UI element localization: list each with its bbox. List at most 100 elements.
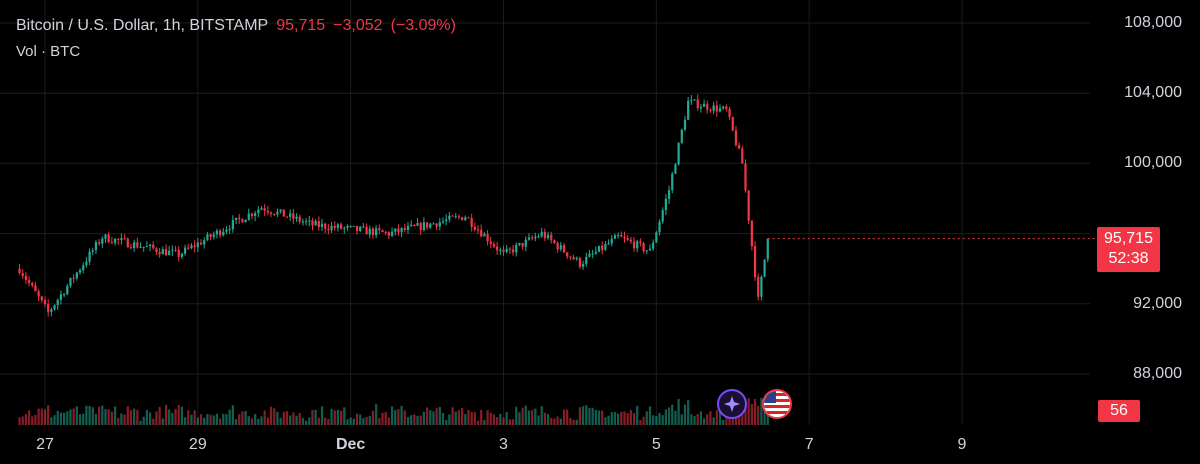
candle-body [85, 261, 88, 266]
sparkle-icon[interactable] [717, 389, 747, 419]
candle-body [581, 263, 585, 267]
candle-body [24, 276, 28, 280]
volume-bar [352, 418, 355, 425]
candle-body [66, 285, 69, 295]
time-tick-label: 29 [188, 436, 207, 453]
candle-body [139, 246, 142, 248]
volume-bar [136, 409, 139, 425]
volume-bar [343, 407, 346, 425]
candle-body [617, 235, 620, 237]
us-flag-icon[interactable] [762, 389, 792, 419]
volume-bar [502, 417, 505, 425]
candle-body [387, 232, 390, 236]
volume-legend[interactable]: Vol · BTC [16, 43, 81, 60]
volume-bar [193, 410, 196, 425]
candle-body [760, 276, 763, 297]
volume-bar [378, 417, 381, 425]
volume-bar [690, 414, 693, 425]
volume-bar [263, 410, 266, 425]
candle-body [553, 240, 556, 243]
volume-bar [575, 419, 578, 425]
volume-bar [62, 412, 66, 425]
volume-bar [521, 407, 524, 425]
volume-bar [238, 414, 241, 425]
candle-body [266, 210, 269, 213]
volume-bar [712, 417, 715, 425]
volume-bar [652, 415, 655, 425]
candle-body [445, 219, 448, 222]
candle-body [129, 247, 133, 249]
candle-body [384, 232, 387, 234]
volume-bar [693, 416, 696, 425]
candle-body [254, 213, 257, 216]
price-tick-label: 104,000 [1124, 84, 1182, 102]
candle-body [282, 209, 285, 217]
candle-body [234, 217, 238, 221]
volume-bar [585, 405, 588, 425]
volume-bar [566, 409, 569, 425]
time-tick-label: 5 [651, 436, 661, 453]
volume-bar [126, 406, 129, 425]
candle-body [604, 243, 607, 250]
candle-body [34, 285, 37, 292]
volume-bar [626, 413, 629, 425]
candle-body [677, 142, 680, 165]
candle-body [378, 228, 381, 231]
volume-bar [578, 407, 582, 425]
volume-bar [645, 411, 648, 425]
volume-bar [47, 405, 50, 425]
volume-bar [680, 414, 683, 425]
volume-bar [257, 418, 260, 425]
volume-bar [292, 412, 295, 425]
volume-bar [215, 413, 219, 425]
volume-bar [397, 409, 400, 425]
volume-bar [741, 405, 744, 425]
volume-bar [489, 412, 492, 425]
volume-bar [661, 415, 664, 425]
candle-body [110, 242, 113, 244]
candle-body [483, 234, 486, 237]
candle-body [295, 216, 298, 219]
volume-bar [464, 414, 467, 425]
volume-bar [473, 412, 476, 425]
symbol-title[interactable]: Bitcoin / U.S. Dollar, 1h, BITSTAMP [16, 17, 269, 34]
volume-bar [537, 415, 540, 425]
candle-body [683, 119, 687, 130]
candle-body [336, 224, 340, 228]
volume-bar [636, 405, 639, 425]
candle-body [225, 229, 228, 232]
volume-bar [66, 411, 69, 425]
candle-body [136, 242, 139, 248]
volume-bar [276, 411, 279, 425]
volume-bar [365, 416, 368, 425]
candle-body [438, 222, 441, 227]
candle-body [158, 251, 161, 255]
volume-bar [394, 410, 397, 425]
volume-bar [219, 418, 222, 425]
candle-body [680, 129, 683, 143]
candle-body [448, 215, 451, 220]
volume-bar [298, 413, 301, 425]
candle-body [56, 299, 59, 306]
volume-bar [610, 412, 613, 425]
volume-bar [78, 414, 82, 425]
volume-bar [24, 414, 28, 425]
volume-bar [667, 407, 671, 425]
candle-body [718, 108, 722, 112]
volume-bar [623, 411, 626, 425]
volume-bar [234, 419, 238, 425]
volume-bar [515, 406, 518, 425]
volume-bar [747, 398, 750, 425]
candle-body [671, 173, 674, 191]
candle-body [410, 224, 413, 226]
candle-body [349, 225, 352, 227]
candle-body [527, 237, 531, 240]
volume-bar [387, 417, 390, 425]
volume-bar [496, 417, 499, 425]
candle-body [702, 103, 706, 107]
candle-body [368, 228, 371, 235]
volume-bar [607, 415, 610, 425]
volume-bar [174, 408, 177, 425]
candle-body [247, 213, 250, 220]
